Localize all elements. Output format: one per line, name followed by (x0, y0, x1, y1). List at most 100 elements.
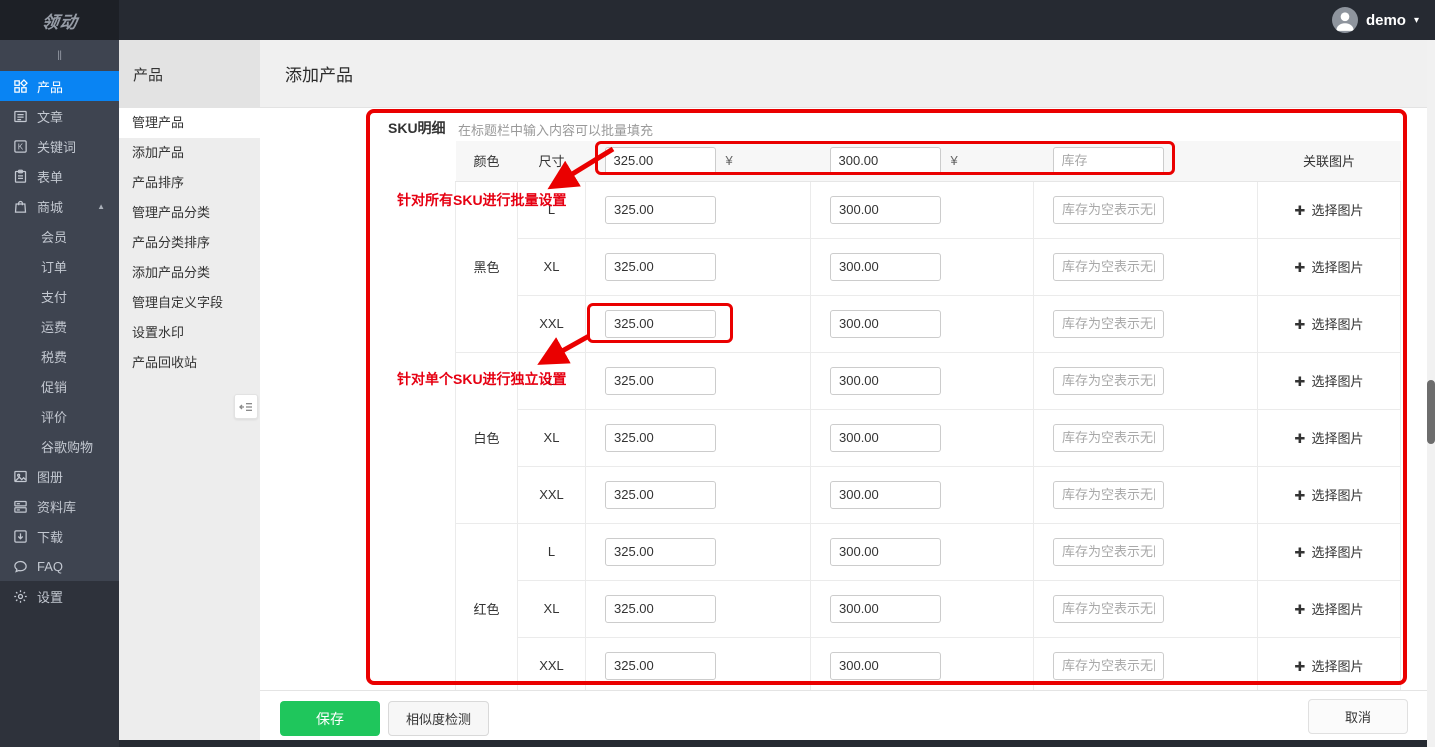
sidebar-item-library[interactable]: 资料库 (0, 491, 119, 521)
stock-input[interactable] (1053, 423, 1164, 452)
sku-row: XXL ✚ 选择图片 (456, 636, 1401, 690)
color-label: 黑色 (455, 180, 518, 353)
sidebar-item-forms[interactable]: 表单 (0, 161, 119, 191)
save-button[interactable]: 保存 (280, 701, 380, 736)
size-label: XL (517, 237, 586, 296)
submenu-item-recycle-bin[interactable]: 产品回收站 (132, 355, 198, 370)
sidebar-item-label: 下载 (37, 529, 64, 545)
submenu-collapse-button[interactable] (234, 394, 258, 419)
page-title: 添加产品 (260, 40, 1435, 108)
sidebar-item-google-shopping[interactable]: 谷歌购物 (0, 431, 119, 461)
sidebar-item-articles[interactable]: 文章 (0, 101, 119, 131)
main-area: 添加产品 SKU明细 在标题栏中输入内容可以批量填充 颜色 尺寸 ¥ (260, 40, 1435, 747)
yen-label: ¥ (725, 153, 733, 169)
sidebar-item-tax[interactable]: 税费 (0, 341, 119, 371)
price2-input[interactable] (830, 423, 941, 452)
choose-image-button[interactable]: ✚ 选择图片 (1257, 408, 1401, 467)
choose-image-button[interactable]: ✚ 选择图片 (1257, 180, 1401, 239)
sidebar-item-shipping[interactable]: 运费 (0, 311, 119, 341)
choose-image-button[interactable]: ✚ 选择图片 (1257, 636, 1401, 690)
submenu-item-add-product[interactable]: 添加产品 (132, 145, 185, 160)
stock-input[interactable] (1053, 195, 1164, 224)
price2-input[interactable] (830, 195, 941, 224)
plus-icon: ✚ (1294, 488, 1306, 503)
price1-input[interactable] (605, 252, 716, 281)
stock-input[interactable] (1053, 252, 1164, 281)
stock-input[interactable] (1053, 309, 1164, 338)
sidebar-collapse-handle[interactable]: ‖ (56, 48, 63, 63)
choose-image-button[interactable]: ✚ 选择图片 (1257, 351, 1401, 410)
stock-input[interactable] (1053, 537, 1164, 566)
sidebar-item-payment[interactable]: 支付 (0, 281, 119, 311)
size-label: XXL (517, 636, 586, 690)
size-label: L (517, 522, 586, 581)
price1-input[interactable] (605, 309, 716, 338)
sidebar-item-products[interactable]: 产品 (0, 71, 119, 101)
similarity-check-button[interactable]: 相似度检测 (388, 701, 489, 736)
gear-icon (13, 589, 28, 604)
submenu-item-custom-fields[interactable]: 管理自定义字段 (132, 295, 224, 310)
sidebar-subitem-label: 促销 (41, 379, 68, 395)
sidebar-item-settings[interactable]: 设置 (0, 581, 119, 611)
sidebar-subitem-label: 运费 (41, 319, 68, 335)
price2-input[interactable] (830, 537, 941, 566)
sku-row: 黑色 L ✚ 选择图片 (455, 180, 1401, 353)
submenu-item-watermark[interactable]: 设置水印 (132, 325, 185, 340)
batch-price1-input[interactable] (604, 146, 716, 175)
sidebar-item-gallery[interactable]: 图册 (0, 461, 119, 491)
sidebar-item-mall[interactable]: 商城 ▲ (0, 191, 119, 221)
sidebar-item-promotion[interactable]: 促销 (0, 371, 119, 401)
choose-image-label: 选择图片 (1311, 374, 1364, 389)
sidebar-item-reviews[interactable]: 评价 (0, 401, 119, 431)
price2-input[interactable] (830, 480, 941, 509)
cancel-button[interactable]: 取消 (1308, 699, 1408, 734)
user-menu[interactable]: demo ▾ (1331, 0, 1419, 40)
choose-image-button[interactable]: ✚ 选择图片 (1257, 237, 1401, 296)
price2-input[interactable] (830, 309, 941, 338)
library-icon (13, 499, 28, 514)
price1-input[interactable] (605, 537, 716, 566)
batch-stock-input[interactable] (1052, 146, 1164, 175)
price1-input[interactable] (605, 423, 716, 452)
stock-input[interactable] (1053, 480, 1164, 509)
batch-price2-input[interactable] (829, 146, 941, 175)
price2-input[interactable] (830, 366, 941, 395)
choose-image-button[interactable]: ✚ 选择图片 (1257, 294, 1401, 353)
user-name: demo (1365, 11, 1406, 29)
submenu-item-manage-categories[interactable]: 管理产品分类 (132, 205, 211, 220)
stock-input[interactable] (1053, 594, 1164, 623)
stock-input[interactable] (1053, 366, 1164, 395)
choose-image-button[interactable]: ✚ 选择图片 (1257, 579, 1401, 638)
price2-input[interactable] (830, 651, 941, 680)
sidebar-settings-section: 设置 (0, 581, 119, 747)
sidebar-item-label: 关键词 (37, 139, 77, 155)
sidebar-item-label: FAQ (37, 558, 64, 574)
choose-image-button[interactable]: ✚ 选择图片 (1257, 465, 1401, 524)
vertical-scrollbar[interactable] (1427, 40, 1435, 747)
price2-input[interactable] (830, 252, 941, 281)
price1-input[interactable] (605, 594, 716, 623)
choose-image-button[interactable]: ✚ 选择图片 (1257, 522, 1401, 581)
submenu-item-product-sort[interactable]: 产品排序 (132, 175, 185, 190)
price1-input[interactable] (605, 480, 716, 509)
price1-input[interactable] (605, 366, 716, 395)
scrollbar-thumb[interactable] (1427, 380, 1435, 444)
submenu-item-category-sort[interactable]: 产品分类排序 (132, 235, 211, 250)
plus-icon: ✚ (1294, 659, 1306, 674)
size-label: XXL (517, 465, 586, 524)
shopping-bag-icon (13, 199, 28, 214)
price1-input[interactable] (605, 651, 716, 680)
submenu-item-add-category[interactable]: 添加产品分类 (132, 265, 211, 280)
sidebar-item-keywords[interactable]: K 关键词 (0, 131, 119, 161)
size-label: L (517, 180, 586, 239)
price1-input[interactable] (605, 195, 716, 224)
stock-input[interactable] (1053, 651, 1164, 680)
submenu-item-manage-products[interactable]: 管理产品 (119, 108, 260, 138)
sidebar-item-download[interactable]: 下载 (0, 521, 119, 551)
price2-input[interactable] (830, 594, 941, 623)
sidebar-item-faq[interactable]: FAQ (0, 551, 119, 581)
sidebar-item-members[interactable]: 会员 (0, 221, 119, 251)
sidebar-item-orders[interactable]: 订单 (0, 251, 119, 281)
sidebar-subitem-label: 会员 (41, 229, 68, 245)
